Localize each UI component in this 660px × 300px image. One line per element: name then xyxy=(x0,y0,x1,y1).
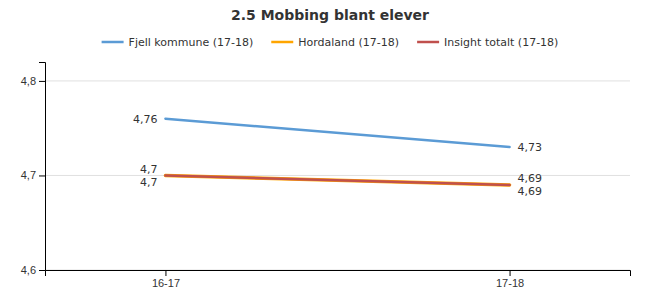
x-tick: 17-18 xyxy=(496,270,524,289)
x-axis: 16-17 17-18 xyxy=(46,270,631,289)
legend-swatch xyxy=(417,41,439,44)
series-line xyxy=(165,175,509,184)
x-tick-label: 16-17 xyxy=(152,277,180,289)
y-tick-mark xyxy=(39,175,45,176)
series-line xyxy=(165,175,509,184)
legend-label: Hordaland (17-18) xyxy=(298,36,399,49)
y-tick-label: 4,6 xyxy=(21,264,36,276)
y-axis: 4,6 4,7 4,8 xyxy=(21,63,46,277)
data-label: 4,69 xyxy=(518,172,543,185)
y-tick: 4,8 xyxy=(21,75,45,87)
x-tick-label: 17-18 xyxy=(496,277,524,289)
legend-label: Insight totalt (17-18) xyxy=(444,36,558,49)
legend-item: Hordaland (17-18) xyxy=(271,36,399,49)
y-tick-mark xyxy=(39,270,45,271)
legend-item: Fjell kommune (17-18) xyxy=(102,36,254,49)
marks xyxy=(165,119,509,185)
grid xyxy=(45,81,630,270)
data-label: 4,7 xyxy=(140,176,158,189)
legend-swatch xyxy=(271,41,293,44)
data-label: 4,73 xyxy=(518,141,543,154)
title: 2.5 Mobbing blant elever xyxy=(231,7,429,23)
y-tick-label: 4,8 xyxy=(21,75,36,87)
data-label: 4,7 xyxy=(140,163,158,176)
y-tick: 4,6 xyxy=(21,264,45,276)
y-tick-mark xyxy=(39,81,45,82)
legend-swatch xyxy=(102,41,124,44)
grid-line xyxy=(45,175,630,176)
x-tick: 16-17 xyxy=(152,270,180,289)
y-tick: 4,7 xyxy=(21,169,45,181)
chart: 2.5 Mobbing blant elever 4,6 4,7 4,8 16-17 17… xyxy=(0,0,660,300)
x-axis-line xyxy=(46,271,631,277)
y-tick-label: 4,7 xyxy=(21,169,36,181)
x-tick-mark xyxy=(510,270,511,276)
legend-item: Insight totalt (17-18) xyxy=(417,36,558,49)
legend-label: Fjell kommune (17-18) xyxy=(129,36,254,49)
y-axis-line xyxy=(39,63,46,271)
data-labels: 4,76 4,74,7 4,73 4,694,69 xyxy=(133,113,542,199)
grid-line xyxy=(45,80,630,81)
x-tick-mark xyxy=(165,270,166,276)
data-label: 4,76 xyxy=(133,113,158,126)
series-line xyxy=(165,119,509,147)
data-label: 4,69 xyxy=(518,185,543,198)
legend: Fjell kommune (17-18) Hordaland (17-18) In… xyxy=(102,36,559,49)
